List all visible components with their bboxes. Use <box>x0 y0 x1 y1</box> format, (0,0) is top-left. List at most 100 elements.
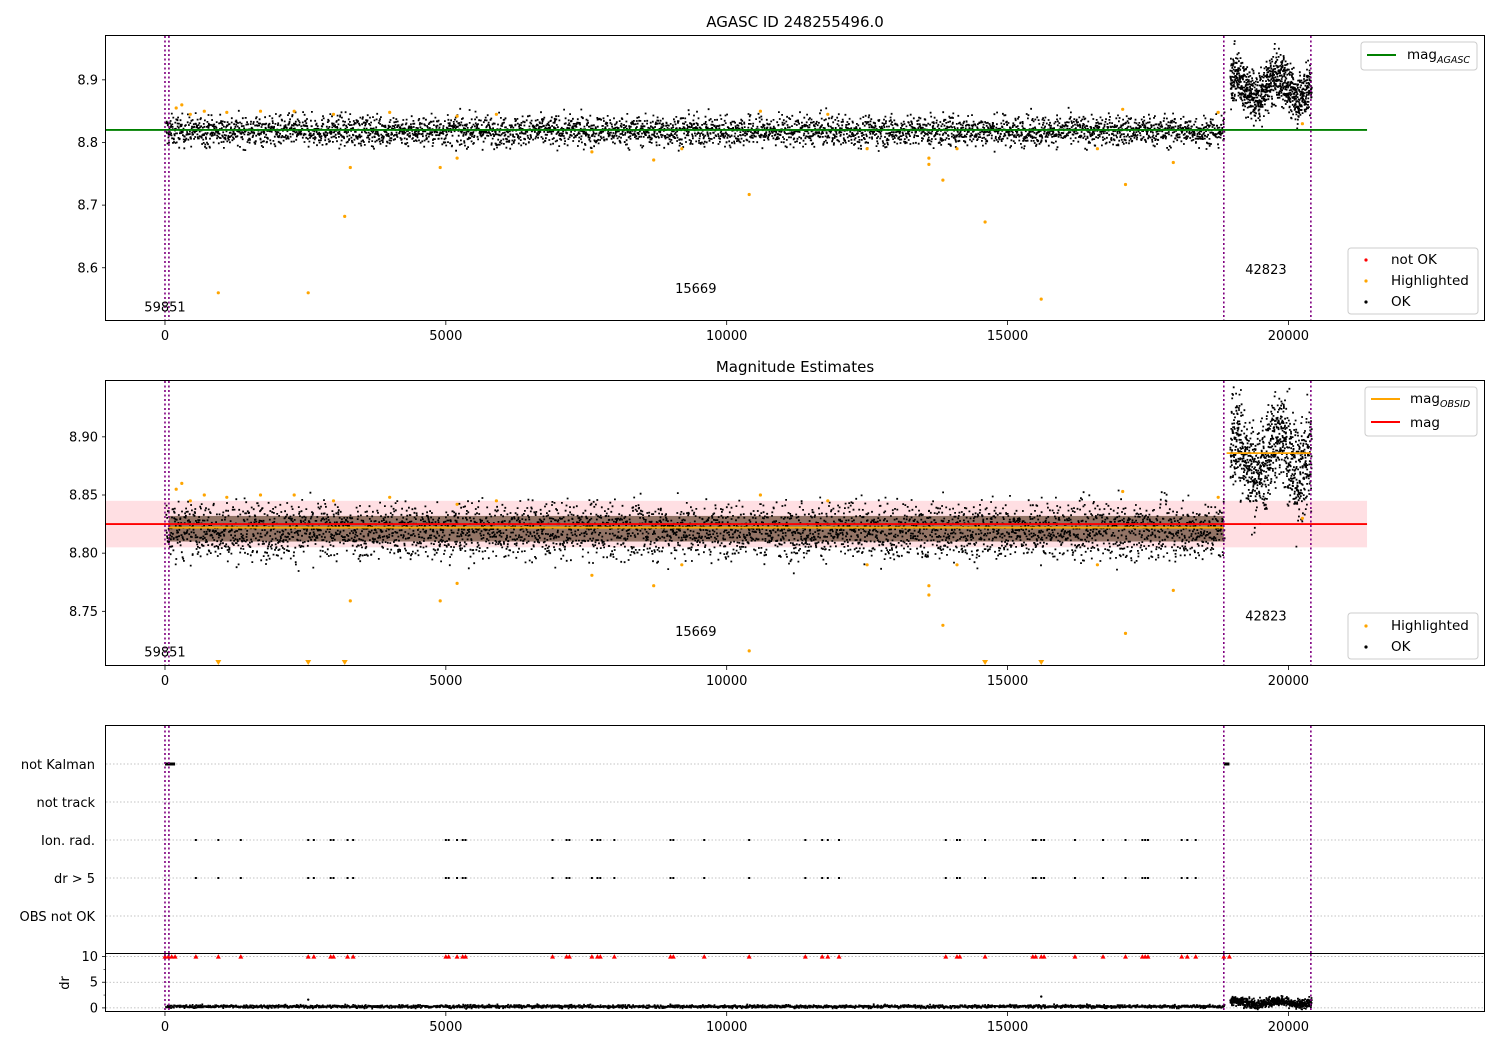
flags-panel: not Kalman not track Ion. rad. dr > 5 OBS no… <box>20 725 1485 954</box>
flags-point-4-39 <box>1102 877 1105 879</box>
flags-point-3-16 <box>565 839 568 841</box>
flags-point-3-45 <box>1186 839 1189 841</box>
estimates-xtick-label-5: 20000 <box>1268 674 1309 689</box>
flags-point-3-20 <box>599 839 602 841</box>
agasc-highlighted-point-7 <box>652 158 656 162</box>
flags-not-kalman-run-2 <box>1223 762 1230 766</box>
flags-point-4-28 <box>826 877 829 879</box>
dr-clipped-marker-27 <box>670 954 676 959</box>
flags-point-3-11 <box>447 839 450 841</box>
agasc-highlighted-point-23 <box>331 112 336 116</box>
flags-point-4-18 <box>590 877 593 879</box>
agasc-xtick-label-4: 15000 <box>987 329 1028 344</box>
flags-point-3-23 <box>672 839 675 841</box>
estimates-ok-segment-1 <box>165 489 1226 575</box>
estimates-highlighted-point-20 <box>455 502 459 506</box>
flags-point-3-37 <box>1043 839 1046 841</box>
estimates-legend-upper: magOBSID mag <box>1364 386 1478 437</box>
dr-ok-points <box>165 995 1313 1011</box>
dr-outlier-2 <box>1040 995 1043 998</box>
estimates-highlighted-point-22 <box>590 573 594 577</box>
legend-marker-highlighted-2 <box>1364 624 1368 628</box>
estimates-highlighted-point-27 <box>1121 489 1125 494</box>
agasc-highlighted-point-8 <box>747 192 751 197</box>
flags-point-3-8 <box>346 839 349 841</box>
flags-point-4-3 <box>239 877 242 879</box>
dr-xtick-label-4: 15000 <box>987 1020 1028 1035</box>
flags-point-4-41 <box>1141 877 1144 879</box>
agasc-highlighted-point-9 <box>927 156 931 160</box>
flags-point-4-30 <box>944 877 947 879</box>
estimates-highlighted-point-16 <box>258 493 263 497</box>
estimates-highlighted-point-19 <box>388 495 392 499</box>
estimates-highlighted-point-1 <box>348 599 352 603</box>
dr-clipped-marker-22 <box>589 954 595 959</box>
flags-point-3-42 <box>1144 839 1147 841</box>
flags-point-4-34 <box>1031 877 1034 879</box>
flags-point-3-17 <box>568 839 571 841</box>
estimates-highlighted-point-2 <box>438 599 442 603</box>
estimates-clipped-marker-1 <box>215 660 222 665</box>
agasc-highlighted-point-26 <box>494 112 498 116</box>
agasc-ytick-label-4: 8.9 <box>77 73 98 88</box>
flags-point-4-32 <box>958 877 961 879</box>
agasc-highlighted-point-6 <box>455 156 459 160</box>
flags-axes-frame <box>105 725 1485 954</box>
flags-point-4-21 <box>613 877 616 879</box>
dr-clipped-marker-43 <box>1100 954 1106 959</box>
flags-point-3-22 <box>669 839 672 841</box>
agasc-obs-label-1: 59851 <box>144 301 185 316</box>
flags-point-4-16 <box>565 877 568 879</box>
flags-point-4-17 <box>568 877 571 879</box>
flags-point-4-37 <box>1043 877 1046 879</box>
estimates-highlighted-point-24 <box>758 493 763 497</box>
flags-points <box>164 762 1230 879</box>
flags-point-4-12 <box>456 877 459 879</box>
agasc-highlighted-point-32 <box>1121 107 1125 111</box>
agasc-highlighted-point-13 <box>1039 297 1043 301</box>
agasc-highlighted-point-5 <box>438 165 442 170</box>
agasc-highlighted-point-35 <box>865 147 869 151</box>
flags-point-3-27 <box>821 839 824 841</box>
dr-clipped-marker-44 <box>1123 954 1129 959</box>
agasc-ok-points <box>165 40 1313 153</box>
flags-point-3-41 <box>1141 839 1144 841</box>
estimates-highlighted-point-13 <box>188 499 192 503</box>
agasc-highlighted-point-12 <box>983 220 987 224</box>
flags-point-4-5 <box>312 877 315 879</box>
flags-point-3-40 <box>1124 839 1127 841</box>
dr-clipped-marker-5 <box>193 954 199 959</box>
dr-ytick-label-1: 0 <box>90 1001 98 1016</box>
legend-label-mag-obsid: magOBSID <box>1410 391 1470 410</box>
estimates-obs-label-3: 42823 <box>1245 610 1286 625</box>
flags-point-4-1 <box>194 877 197 879</box>
flags-point-4-11 <box>447 877 450 879</box>
flags-point-3-7 <box>332 839 335 841</box>
estimates-highlighted-point-28 <box>1216 495 1220 499</box>
estimates-highlighted-point-3 <box>455 581 459 586</box>
flags-point-3-3 <box>239 839 242 841</box>
flags-point-3-25 <box>748 839 751 841</box>
legend-label-mag-agasc: magAGASC <box>1407 47 1470 66</box>
dr-ytick-label-3: 10 <box>81 950 98 965</box>
flags-point-4-8 <box>346 877 349 879</box>
estimates-highlighted-point-11 <box>174 487 178 491</box>
dr-clipped-marker-21 <box>566 954 572 959</box>
legend-marker-ok <box>1364 300 1368 304</box>
flags-point-4-45 <box>1186 877 1189 879</box>
dr-clipped-marker-50 <box>1193 954 1199 959</box>
flags-point-4-38 <box>1073 877 1076 879</box>
estimates-xtick-label-3: 10000 <box>706 674 747 689</box>
estimates-highlighted-point-7 <box>927 593 931 597</box>
estimates-panel-title: Magnitude Estimates <box>716 358 874 376</box>
dr-clipped-marker-2 <box>165 954 171 959</box>
dr-panel: 0 5000 10000 15000 20000 0 5 10 dr <box>58 950 1485 1035</box>
agasc-xtick-label-5: 20000 <box>1268 329 1309 344</box>
agasc-panel-title: AGASC ID 248255496.0 <box>706 13 884 31</box>
flags-point-4-6 <box>329 877 332 879</box>
dr-clipped-marker-51 <box>1221 954 1227 959</box>
flags-point-4-19 <box>596 877 599 879</box>
flags-category-label-3: Ion. rad. <box>41 834 95 849</box>
agasc-highlighted-point-34 <box>1300 122 1304 126</box>
estimates-highlighted-point-5 <box>747 649 751 653</box>
